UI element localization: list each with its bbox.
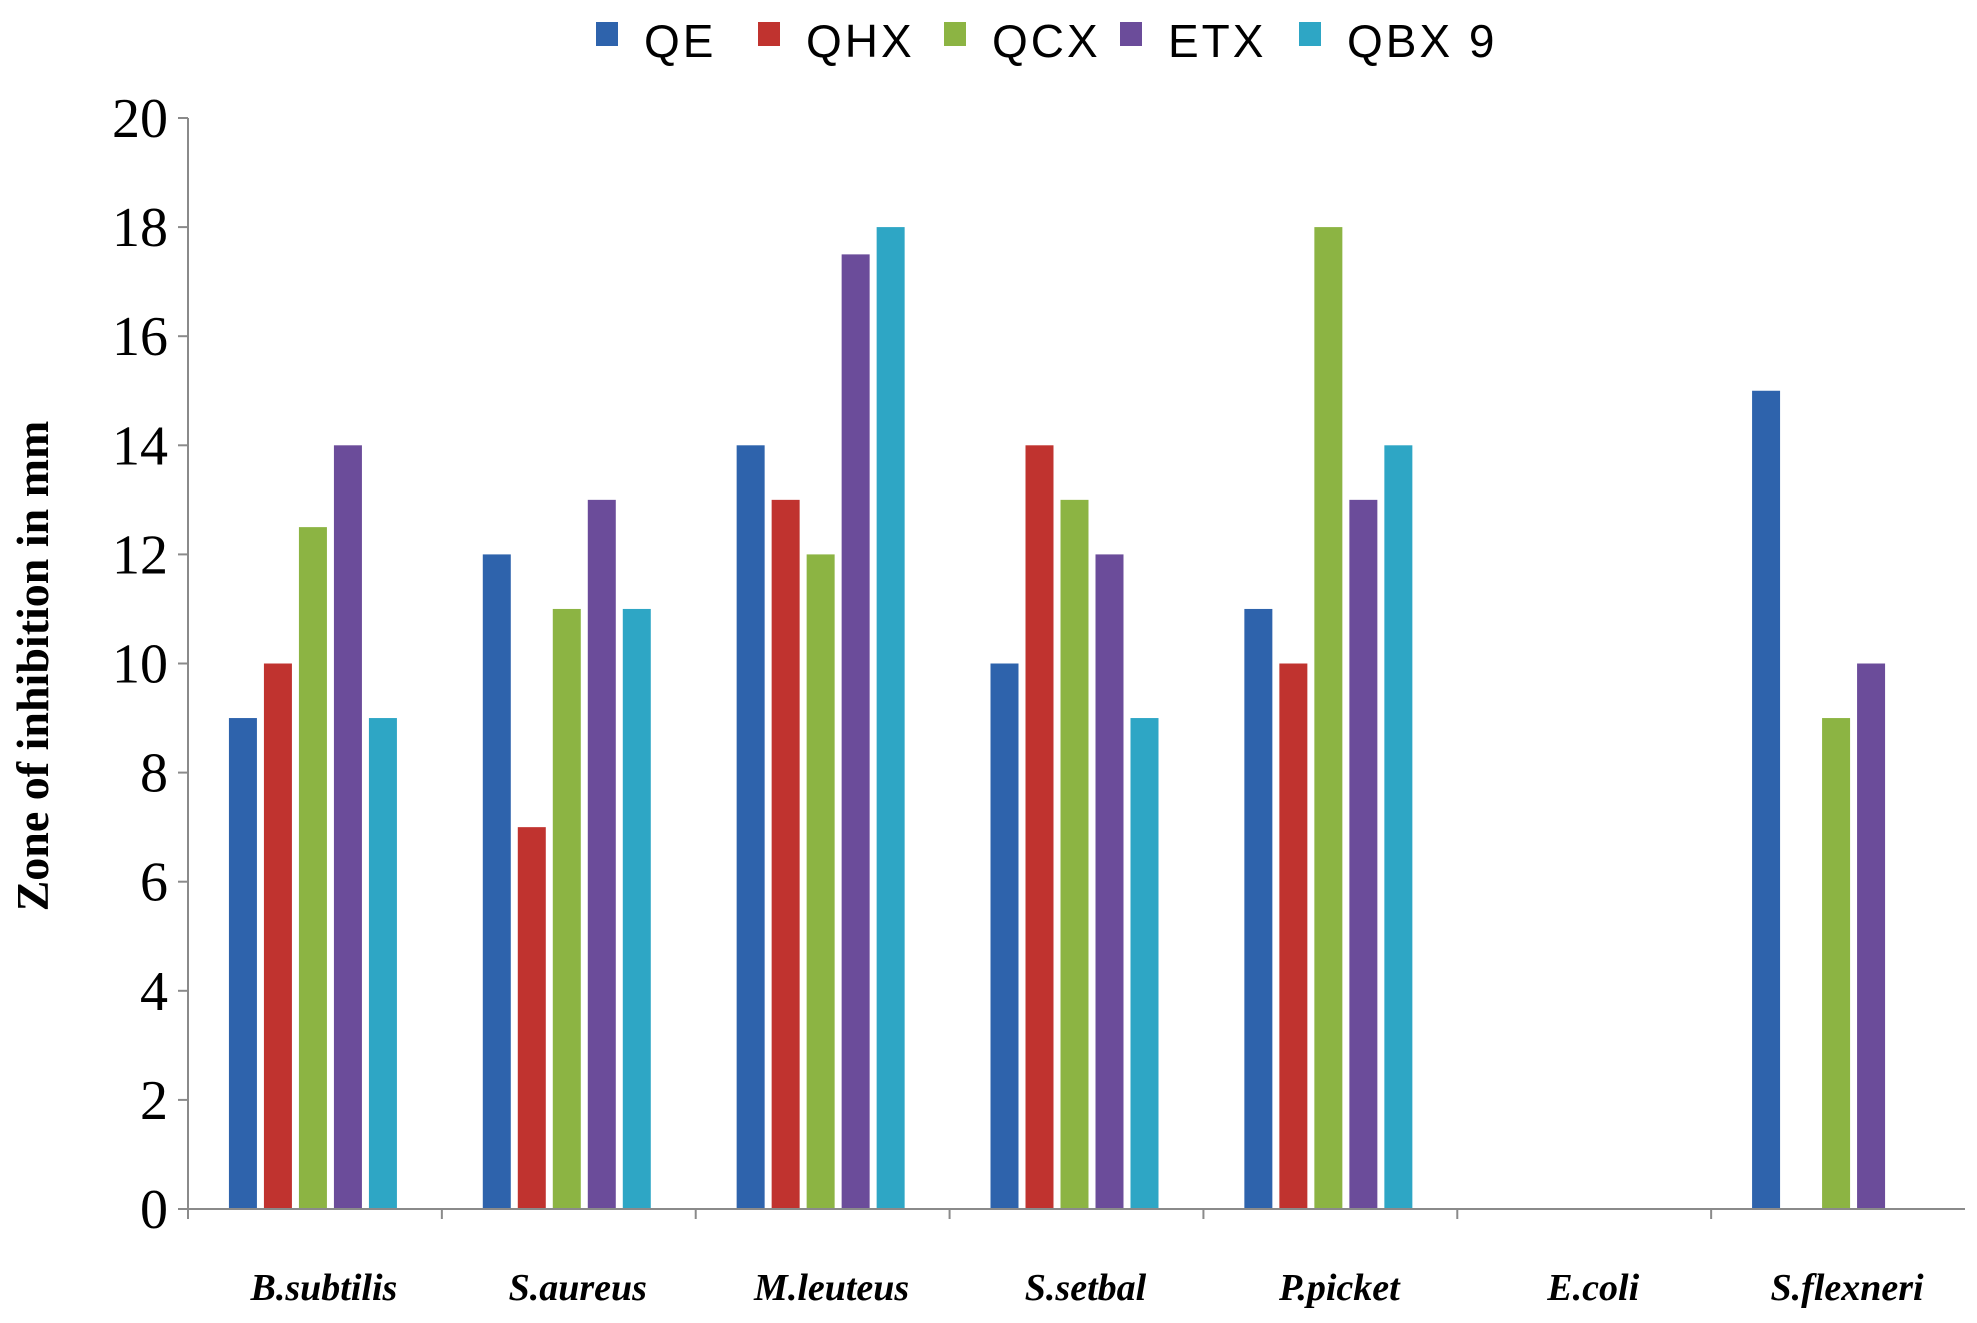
y-tick-label: 16 xyxy=(112,306,168,368)
bar-etx xyxy=(1349,499,1378,1210)
x-axis: B.subtilis S.aureus M.leuteus S.setbal P.pic… xyxy=(187,1208,1965,1309)
x-tick-label: S.setbal xyxy=(1025,1267,1147,1309)
y-tick-label: 2 xyxy=(140,1070,168,1132)
legend-label: QCX xyxy=(992,15,1101,67)
bar-qe xyxy=(1244,608,1273,1209)
legend-swatch xyxy=(1299,22,1321,46)
legend-label: QE xyxy=(644,15,716,67)
y-tick-label: 10 xyxy=(112,634,168,696)
legend-swatch xyxy=(1120,22,1142,46)
bars xyxy=(228,227,1886,1210)
legend-swatch xyxy=(944,22,966,46)
bar-qe xyxy=(228,718,257,1209)
bar-etx xyxy=(1857,663,1886,1209)
y-axis: 0 2 4 6 8 10 12 14 16 18 20 xyxy=(112,88,189,1241)
legend-label: QBX 9 xyxy=(1347,15,1498,67)
bar-etx xyxy=(841,254,870,1209)
x-tick-label: B.subtilis xyxy=(250,1267,398,1309)
y-tick-label: 8 xyxy=(140,743,168,805)
bar-etx xyxy=(1095,554,1124,1209)
bar-qe xyxy=(482,554,511,1209)
bar-qe xyxy=(736,445,765,1209)
legend-swatch xyxy=(758,22,780,46)
bar-qcx xyxy=(1822,718,1851,1209)
bar-qbx-9 xyxy=(622,608,651,1209)
bar-qhx xyxy=(263,663,292,1209)
bar-qhx xyxy=(1279,663,1308,1209)
y-tick-label: 14 xyxy=(112,415,168,477)
x-tick-label: M.leuteus xyxy=(753,1267,909,1309)
bar-etx xyxy=(333,445,362,1209)
y-tick-label: 6 xyxy=(140,852,168,914)
bar-qbx-9 xyxy=(368,718,397,1209)
bar-qhx xyxy=(1025,445,1054,1209)
bar-qbx-9 xyxy=(876,227,905,1210)
legend-label: ETX xyxy=(1168,15,1266,67)
legend: QE QHX QCX ETX QBX 9 xyxy=(596,15,1498,67)
x-tick-label: P.picket xyxy=(1278,1267,1401,1309)
bar-qbx-9 xyxy=(1384,445,1413,1209)
bar-qe xyxy=(990,663,1019,1209)
bar-qcx xyxy=(1060,499,1089,1210)
bar-qhx xyxy=(771,499,800,1210)
bar-qbx-9 xyxy=(1130,718,1159,1209)
legend-label: QHX xyxy=(806,15,915,67)
x-tick-label: S.aureus xyxy=(509,1267,647,1309)
bar-qhx xyxy=(517,827,546,1209)
bar-qcx xyxy=(552,608,581,1209)
x-tick-label: S.flexneri xyxy=(1771,1267,1925,1309)
y-tick-label: 12 xyxy=(112,524,168,586)
x-tick-label: E.coli xyxy=(1546,1267,1639,1309)
bar-qcx xyxy=(1314,227,1343,1210)
bar-qcx xyxy=(806,554,835,1209)
bar-qcx xyxy=(298,527,327,1209)
y-tick-label: 0 xyxy=(140,1179,168,1241)
bar-etx xyxy=(587,499,616,1210)
legend-swatch xyxy=(596,22,618,46)
y-tick-label: 20 xyxy=(112,88,168,150)
y-tick-label: 4 xyxy=(140,961,168,1023)
y-tick-label: 18 xyxy=(112,197,168,259)
bar-qe xyxy=(1752,390,1781,1209)
y-axis-title: Zone of inhibition in mm xyxy=(7,421,58,912)
